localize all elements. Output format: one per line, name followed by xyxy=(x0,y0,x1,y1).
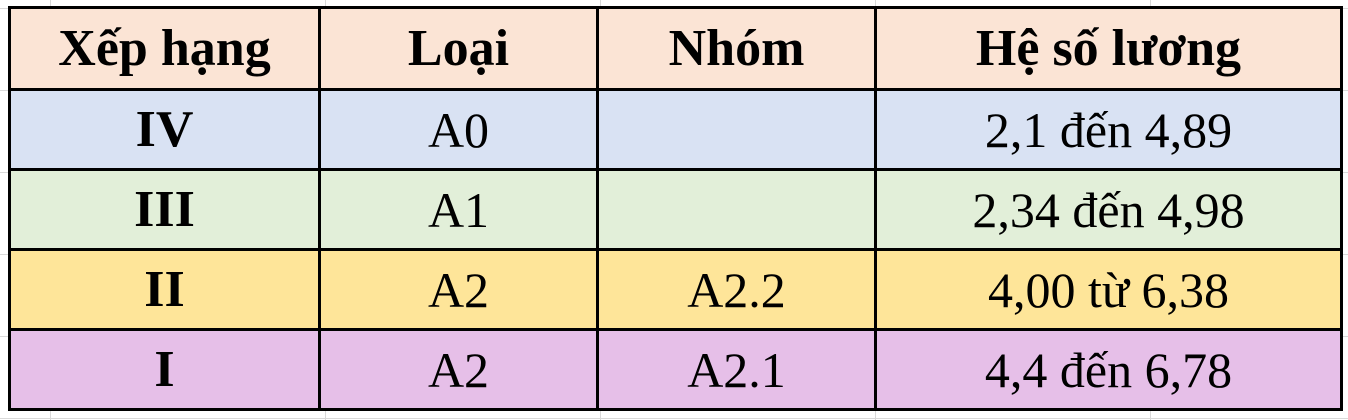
cell-rank[interactable]: IV xyxy=(8,88,321,171)
cell-group[interactable]: A2.2 xyxy=(596,248,877,331)
cell-coefficient[interactable]: 4,4 đến 6,78 xyxy=(874,328,1343,411)
header-cell-coefficient[interactable]: Hệ số lương xyxy=(874,6,1343,91)
cell-rank[interactable]: I xyxy=(8,328,321,411)
cell-coefficient[interactable]: 4,00 từ 6,38 xyxy=(874,248,1343,331)
cell-coefficient[interactable]: 2,34 đến 4,98 xyxy=(874,168,1343,251)
table-row: IV A0 2,1 đến 4,89 xyxy=(8,88,1343,171)
header-cell-group[interactable]: Nhóm xyxy=(596,6,877,91)
cell-type[interactable]: A2 xyxy=(318,328,599,411)
header-row: Xếp hạng Loại Nhóm Hệ số lương xyxy=(8,6,1343,91)
salary-coefficient-table: Xếp hạng Loại Nhóm Hệ số lương IV A0 2,1… xyxy=(8,6,1343,411)
cell-coefficient[interactable]: 2,1 đến 4,89 xyxy=(874,88,1343,171)
header-cell-rank[interactable]: Xếp hạng xyxy=(8,6,321,91)
cell-group[interactable]: A2.1 xyxy=(596,328,877,411)
table-row: II A2 A2.2 4,00 từ 6,38 xyxy=(8,248,1343,331)
cell-type[interactable]: A1 xyxy=(318,168,599,251)
cell-group[interactable] xyxy=(596,88,877,171)
cell-type[interactable]: A0 xyxy=(318,88,599,171)
table-row: I A2 A2.1 4,4 đến 6,78 xyxy=(8,328,1343,411)
cell-type[interactable]: A2 xyxy=(318,248,599,331)
cell-rank[interactable]: III xyxy=(8,168,321,251)
header-cell-type[interactable]: Loại xyxy=(318,6,599,91)
cell-group[interactable] xyxy=(596,168,877,251)
cell-rank[interactable]: II xyxy=(8,248,321,331)
table-row: III A1 2,34 đến 4,98 xyxy=(8,168,1343,251)
